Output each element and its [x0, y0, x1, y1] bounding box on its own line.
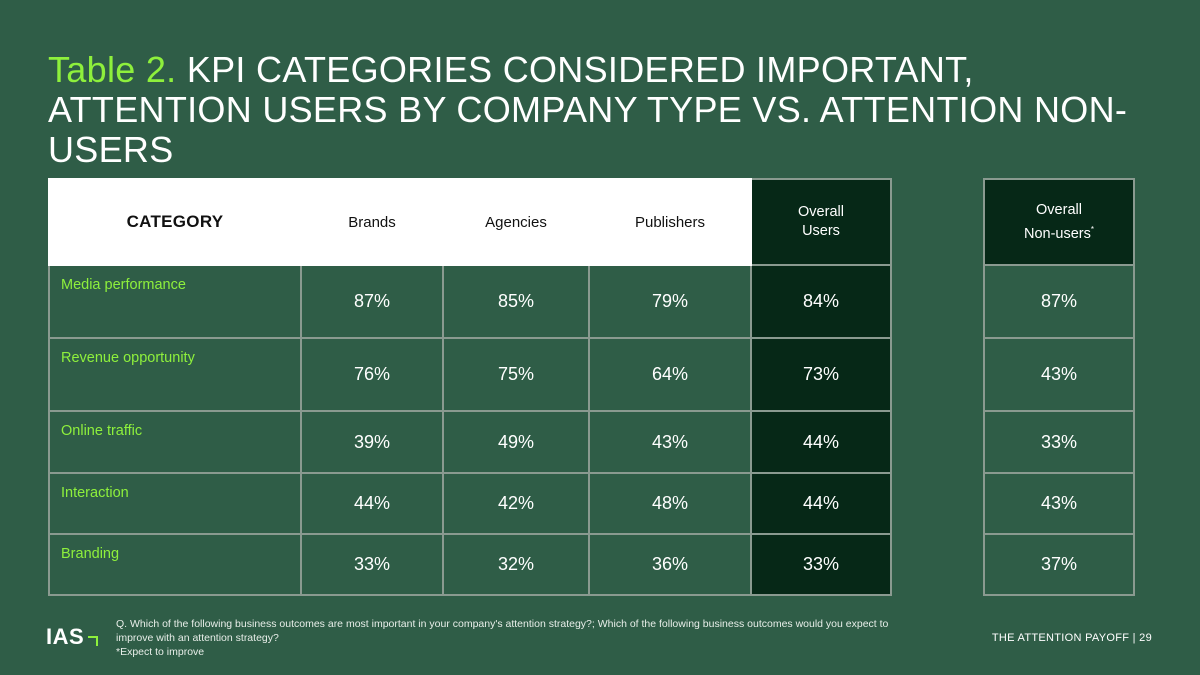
cell-agencies: 49% — [442, 410, 590, 474]
row-category: Revenue opportunity — [48, 337, 302, 412]
cell-publishers: 48% — [588, 472, 752, 535]
row-category: Media performance — [48, 264, 302, 339]
cell-overall-users: 73% — [750, 337, 892, 412]
cell-overall-non-users: 37% — [983, 533, 1135, 596]
cell-agencies: 75% — [442, 337, 590, 412]
page-title: Table 2. KPI CATEGORIES CONSIDERED IMPOR… — [48, 50, 1168, 170]
title-lead: Table 2. — [48, 49, 177, 90]
footnote-mark: * — [1090, 224, 1094, 234]
table-row: Online traffic 39% 49% 43% 44% — [48, 410, 892, 474]
table-row: 87% — [983, 264, 1135, 339]
header-brands: Brands — [300, 178, 444, 266]
footnote: Q. Which of the following business outco… — [116, 617, 906, 659]
table-row: Media performance 87% 85% 79% 84% — [48, 264, 892, 339]
cell-overall-non-users: 87% — [983, 264, 1135, 339]
header-publishers: Publishers — [588, 178, 752, 266]
table-row: Interaction 44% 42% 48% 44% — [48, 472, 892, 535]
kpi-table: CATEGORY Brands Agencies Publishers Over… — [48, 178, 892, 596]
cell-brands: 39% — [300, 410, 444, 474]
cell-overall-users: 44% — [750, 410, 892, 474]
cell-overall-users: 84% — [750, 264, 892, 339]
cell-publishers: 64% — [588, 337, 752, 412]
table-row: 43% — [983, 337, 1135, 412]
title-text: KPI CATEGORIES CONSIDERED IMPORTANT, ATT… — [48, 49, 1128, 170]
survey-question: Q. Which of the following business outco… — [116, 618, 889, 644]
report-name: THE ATTENTION PAYOFF — [991, 632, 1130, 644]
cell-publishers: 43% — [588, 410, 752, 474]
footnote-note: *Expect to improve — [116, 646, 205, 658]
header-category: CATEGORY — [48, 178, 302, 266]
table-row: 43% — [983, 472, 1135, 535]
non-users-table: Overall Non-users* 87% 43% 33% 43% 37% — [983, 178, 1135, 596]
cell-overall-non-users: 43% — [983, 472, 1135, 535]
cell-brands: 76% — [300, 337, 444, 412]
row-category: Online traffic — [48, 410, 302, 474]
table-row: Branding 33% 32% 36% 33% — [48, 533, 892, 596]
cell-publishers: 36% — [588, 533, 752, 596]
ias-logo: IAS — [46, 624, 85, 649]
header-non-users-line1: Overall — [1036, 201, 1082, 218]
cell-brands: 33% — [300, 533, 444, 596]
header-overall-users-line2: Users — [802, 223, 840, 239]
cell-agencies: 85% — [442, 264, 590, 339]
table-header-row: Overall Non-users* — [983, 178, 1135, 266]
logo-corner-icon — [88, 636, 98, 646]
row-category: Branding — [48, 533, 302, 596]
cell-overall-users: 44% — [750, 472, 892, 535]
table-row: 37% — [983, 533, 1135, 596]
cell-brands: 44% — [300, 472, 444, 535]
cell-publishers: 79% — [588, 264, 752, 339]
cell-overall-users: 33% — [750, 533, 892, 596]
header-non-users-line2: Non-users — [1023, 225, 1091, 242]
row-category: Interaction — [48, 472, 302, 535]
cell-brands: 87% — [300, 264, 444, 339]
page-footer: THE ATTENTION PAYOFF | 29 — [992, 632, 1152, 644]
header-agencies: Agencies — [442, 178, 590, 266]
table-row: Revenue opportunity 76% 75% 64% 73% — [48, 337, 892, 412]
table-header-row: CATEGORY Brands Agencies Publishers Over… — [48, 178, 892, 266]
cell-agencies: 32% — [442, 533, 590, 596]
header-overall-non-users: Overall Non-users* — [983, 178, 1135, 266]
table-row: 33% — [983, 410, 1135, 474]
cell-overall-non-users: 43% — [983, 337, 1135, 412]
page-number: | 29 — [1132, 632, 1152, 644]
cell-overall-non-users: 33% — [983, 410, 1135, 474]
header-overall-users: Overall Users — [750, 178, 892, 266]
header-overall-users-line1: Overall — [798, 204, 844, 220]
cell-agencies: 42% — [442, 472, 590, 535]
